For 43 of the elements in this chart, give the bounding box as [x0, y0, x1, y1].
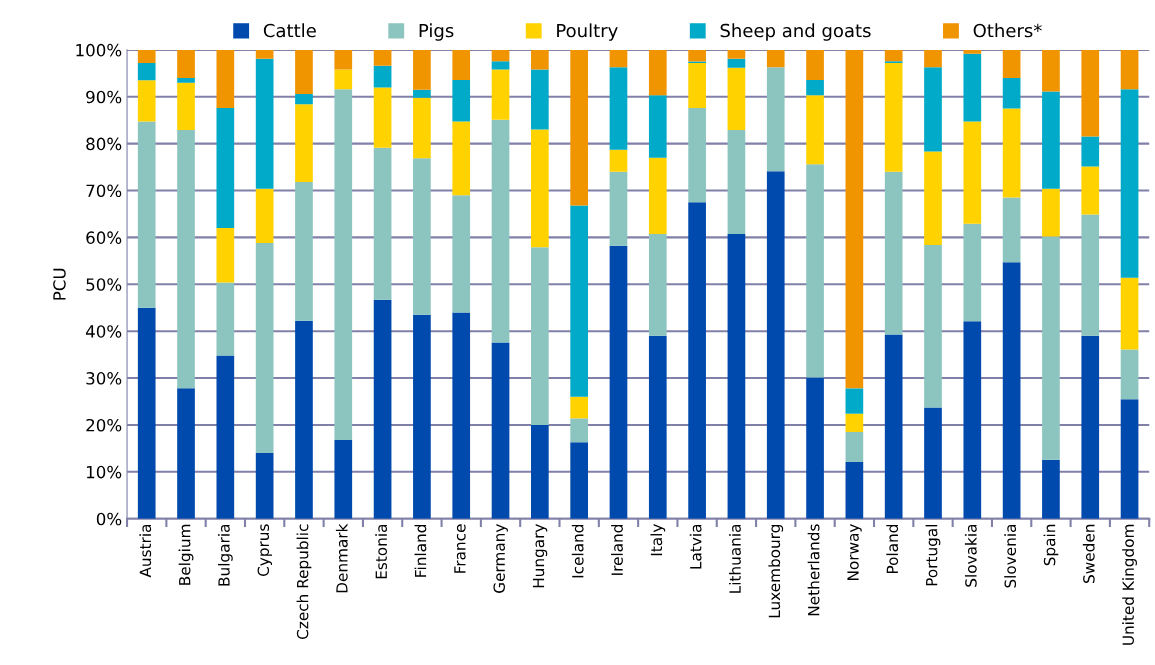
legend-label: Pigs	[419, 23, 454, 41]
x-tick-label: Portugal	[925, 524, 941, 586]
x-tick-label: Norway	[847, 524, 862, 581]
x-tick-label: Slovenia	[1004, 524, 1017, 588]
x-tick-label: Iceland	[571, 524, 584, 578]
x-tick-label: Finland	[414, 524, 427, 577]
y-tick-label: 40%	[85, 325, 122, 338]
y-axis-title: PCU	[53, 268, 66, 300]
y-tick-label: 50%	[86, 278, 122, 291]
x-tick-label: Poland	[886, 524, 899, 574]
x-tick-label: United Kingdom	[1122, 524, 1137, 645]
legend-label: Others*	[973, 23, 1042, 38]
x-tick-label: Lithuania	[729, 524, 741, 593]
legend-label: Cattle	[263, 23, 316, 38]
x-tick-label: France	[454, 524, 466, 573]
legend-label: Poultry	[557, 23, 618, 41]
y-tick-label: 70%	[86, 184, 122, 198]
x-tick-label: Luxembourg	[768, 524, 784, 618]
x-tick-label: Austria	[139, 524, 152, 578]
y-tick-label: 80%	[86, 137, 122, 151]
x-tick-label: Slovakia	[964, 524, 977, 587]
y-tick-label: 60%	[86, 231, 122, 244]
y-tick-label: 10%	[86, 465, 122, 479]
y-tick-label: 100%	[76, 43, 122, 57]
x-tick-label: Netherlands	[807, 524, 820, 616]
x-tick-label: Cyprus	[257, 524, 273, 577]
x-tick-label: Germany	[493, 524, 508, 593]
x-tick-label: Hungary	[532, 524, 548, 588]
x-tick-label: Spain	[1043, 524, 1059, 566]
y-tick-label: 90%	[86, 90, 122, 104]
y-tick-label: 20%	[86, 418, 122, 432]
x-tick-label: Czech Republic	[296, 524, 312, 640]
x-tick-label: Belgium	[178, 524, 194, 585]
x-tick-label: Sweden	[1082, 524, 1095, 583]
x-tick-label: Estonia	[375, 524, 388, 579]
legend-label: Sheep and goats	[720, 23, 871, 41]
y-tick-label: 30%	[86, 372, 122, 385]
x-tick-label: Latvia	[689, 524, 702, 569]
x-tick-label: Denmark	[335, 523, 348, 593]
x-tick-label: Ireland	[611, 524, 623, 575]
y-tick-label: 0%	[96, 512, 122, 526]
x-tick-label: Bulgaria	[217, 524, 233, 586]
x-tick-label: Italy	[650, 524, 666, 556]
